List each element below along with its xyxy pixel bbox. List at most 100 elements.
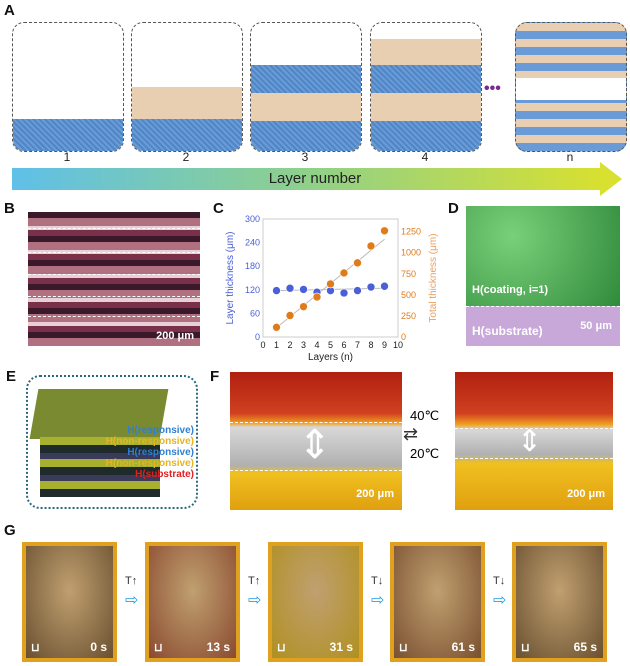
right-arrow-icon: ⇨ [125, 592, 139, 609]
total-thickness-point [353, 258, 362, 268]
panel-f-image-left: ⇕ 200 μm [230, 372, 402, 510]
total-thickness-point [285, 311, 295, 320]
label-coating: H(coating, i=1) [472, 284, 549, 296]
layer-label: H(responsive) [127, 447, 194, 458]
layer-thickness-point [339, 288, 349, 298]
label-substrate: H(substrate) [472, 324, 543, 338]
panel-label-d: D [448, 200, 459, 217]
total-thickness-point [312, 292, 322, 302]
x-tick-label: 1 [274, 340, 279, 350]
y2-tick-label: 0 [401, 332, 406, 342]
time-label: 13 s [206, 640, 230, 654]
panel-label-c: C [213, 200, 224, 217]
x-tick-label: 5 [328, 340, 333, 350]
y2-tick-label: 1000 [401, 248, 421, 258]
time-label: 65 s [573, 640, 597, 654]
total-thickness-point [366, 241, 376, 251]
scale-bar-icon: ⊔ [31, 642, 40, 654]
x-axis-label: Layers (n) [308, 352, 353, 363]
scale-bar-icon: ⊔ [277, 642, 286, 654]
layer-labels: H(responsive) H(non-responsive) H(responsi… [106, 425, 194, 480]
panel-b-micrograph: 200 μm [28, 212, 200, 346]
y2-tick-label: 500 [401, 290, 416, 300]
double-arrow-icon: ⇕ [298, 423, 332, 467]
y-tick-label: 0 [255, 332, 260, 342]
temperature-arrow: T↓ [371, 575, 384, 587]
step-label: 4 [421, 150, 429, 164]
x-tick-label: 0 [260, 340, 265, 350]
layer-thickness-point [366, 282, 376, 292]
scale-bar-icon: ⊔ [399, 642, 408, 654]
layer-box-1 [12, 22, 124, 152]
y-tick-label: 180 [245, 261, 260, 271]
double-arrow-icon: ⇕ [517, 425, 543, 458]
y-tick-label: 120 [245, 285, 260, 295]
panel-f-image-right: ⇕ 200 μm [455, 372, 613, 510]
temp-down-label: 20℃ [410, 446, 440, 461]
y-tick-label: 60 [250, 308, 260, 318]
step-label: 1 [63, 150, 71, 164]
layer-box-n [515, 22, 627, 152]
panel-label-a: A [4, 2, 15, 19]
ellipsis: ••• [484, 80, 501, 97]
layer-thickness-point [353, 286, 362, 295]
mona-lisa-frame: 13 s ⊔ [145, 542, 240, 662]
temperature-arrow: T↑ [125, 575, 138, 587]
arrow-head-icon [600, 162, 622, 196]
x-tick-label: 6 [341, 340, 346, 350]
panel-d-sem: H(coating, i=1) H(substrate) 50 μm [466, 206, 620, 346]
time-label: 0 s [90, 640, 107, 654]
total-thickness-point [272, 323, 281, 332]
scale-bar-label: 200 μm [356, 488, 394, 500]
x-tick-label: 2 [287, 340, 292, 350]
temperature-arrow: T↑ [248, 575, 261, 587]
layer-box-3 [250, 22, 362, 152]
panel-label-f: F [210, 368, 220, 385]
mona-lisa-frame: 61 s ⊔ [390, 542, 485, 662]
cycle-arrows-icon: ⇄ [403, 424, 419, 444]
y2-tick-label: 1250 [401, 227, 421, 237]
right-arrow-icon: ⇨ [371, 592, 385, 609]
panel-label-b: B [4, 200, 15, 217]
scale-bar-label: 200 μm [567, 488, 605, 500]
y-tick-label: 300 [245, 214, 260, 224]
x-tick-label: 8 [368, 340, 373, 350]
step-label: n [566, 150, 574, 164]
panel-c-chart: 0 1 2 3 4 5 6 7 8 9 100601201802403000250500750100… [225, 214, 439, 363]
step-label: 3 [301, 150, 309, 164]
panel-e-schematic: H(responsive) H(non-responsive) H(responsi… [26, 375, 198, 509]
layer-label: H(non-responsive) [105, 458, 194, 469]
layer-box-2 [131, 22, 243, 152]
x-tick-label: 9 [382, 340, 387, 350]
layer-label: H(responsive) [127, 425, 194, 436]
y-axis-label: Layer thickness (μm) [225, 231, 236, 324]
total-thickness-point [380, 226, 389, 236]
layer-box-4 [370, 22, 482, 152]
x-tick-label: 4 [314, 340, 319, 350]
total-thickness-point [299, 302, 308, 311]
layer-thickness-point [285, 283, 295, 293]
mona-lisa-frame: 0 s ⊔ [22, 542, 117, 662]
scale-bar-icon: ⊔ [154, 642, 163, 654]
mona-lisa-frame: 31 s ⊔ [268, 542, 363, 662]
right-arrow-icon: ⇨ [248, 592, 262, 609]
panel-label-e: E [6, 368, 17, 385]
step-label: 2 [182, 150, 190, 164]
x-tick-label: 10 [393, 340, 403, 350]
right-arrow-icon: ⇨ [493, 592, 507, 609]
axis-label: Layer number [268, 170, 362, 187]
total-thickness-point [339, 268, 349, 278]
layer-thickness-point [299, 285, 308, 294]
time-label: 31 s [329, 640, 353, 654]
x-tick-label: 7 [355, 340, 360, 350]
y2-tick-label: 250 [401, 311, 416, 321]
mona-lisa-frame: 65 s ⊔ [512, 542, 607, 662]
scale-bar-label: 200 μm [156, 330, 194, 342]
plot-frame [262, 218, 399, 338]
scale-bar-label: 50 μm [580, 320, 612, 332]
time-label: 61 s [451, 640, 475, 654]
panel-label-g: G [4, 522, 16, 539]
total-thickness-point [326, 279, 335, 289]
layer-label: H(non-responsive) [105, 436, 194, 447]
layer-thickness-point [380, 281, 389, 291]
